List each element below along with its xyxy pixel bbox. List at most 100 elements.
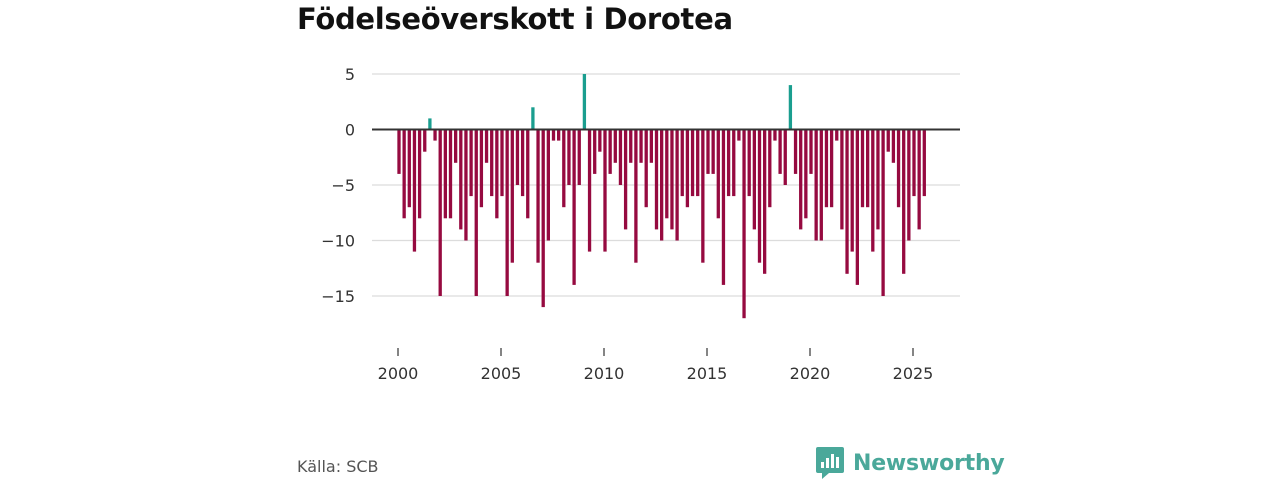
bar (577, 129, 581, 185)
bar (793, 129, 798, 174)
bar (448, 129, 453, 219)
bar (407, 129, 411, 208)
bar (557, 129, 561, 141)
bar (520, 129, 525, 197)
y-axis-ticks: 5 0 −5 −10 −15 (321, 65, 355, 306)
bar (505, 129, 509, 296)
bar (665, 129, 669, 219)
x-tick-label: 2015 (687, 364, 728, 383)
bar-chart: 5 0 −5 −10 −15 2000 2005 2010 2015 2020 2025 (321, 65, 960, 383)
bar (866, 129, 870, 208)
bar (829, 129, 834, 208)
bar (912, 129, 916, 197)
bar (788, 85, 793, 130)
bar (433, 129, 437, 141)
bar (618, 129, 623, 185)
bar (685, 129, 690, 208)
x-tick-label: 2010 (584, 364, 625, 383)
bar (397, 129, 401, 174)
bar (706, 129, 710, 174)
bar (752, 129, 756, 230)
bar (783, 129, 787, 185)
bar (711, 129, 715, 174)
bar (747, 129, 751, 197)
bar (634, 129, 638, 263)
bar (443, 129, 447, 219)
x-tick-label: 2025 (893, 364, 934, 383)
bar (412, 129, 417, 252)
bar (644, 129, 648, 208)
brand-name: Newsworthy (853, 450, 1005, 476)
bar (881, 129, 885, 296)
bar (809, 129, 813, 174)
bar (649, 129, 653, 163)
bar (768, 129, 772, 208)
bar (860, 129, 865, 208)
bar (716, 129, 720, 219)
bar (526, 129, 530, 219)
bar (546, 129, 550, 241)
bar (660, 129, 664, 241)
bar (917, 129, 921, 230)
bar (423, 129, 427, 152)
bar (773, 129, 777, 141)
y-tick-label: −15 (321, 287, 355, 306)
bar (835, 129, 839, 141)
bar (701, 129, 705, 263)
bar (536, 129, 540, 263)
bar (474, 129, 478, 296)
bar (598, 129, 602, 152)
x-tick-label: 2020 (790, 364, 831, 383)
bar (417, 129, 422, 219)
bar (804, 129, 808, 219)
bar (515, 129, 520, 185)
bar (814, 129, 818, 241)
chart-title: Födelseöverskott i Dorotea (297, 2, 733, 36)
bar (623, 129, 628, 230)
bar (876, 129, 880, 230)
bar (572, 129, 576, 285)
bar (680, 129, 684, 197)
bar (871, 129, 875, 252)
bar (778, 129, 782, 174)
bar (840, 129, 844, 230)
bar (732, 129, 736, 197)
bar (855, 129, 859, 285)
y-tick-label: 0 (345, 121, 355, 140)
bar (531, 107, 535, 130)
bar (907, 129, 911, 241)
bar (551, 129, 556, 141)
bar (593, 129, 597, 174)
source-note: Källa: SCB (297, 457, 379, 476)
bar (896, 129, 901, 208)
bars (397, 74, 926, 319)
bar (562, 129, 566, 208)
bar (726, 129, 731, 197)
bar (495, 129, 499, 219)
bar (490, 129, 494, 197)
bar (428, 118, 432, 130)
bar (639, 129, 643, 163)
bar (670, 129, 674, 230)
bar (891, 129, 896, 163)
bar (902, 129, 906, 274)
bar (500, 129, 504, 197)
bar (454, 129, 458, 163)
bar (763, 129, 767, 274)
bar (757, 129, 762, 263)
bar (438, 129, 442, 296)
bar (690, 129, 695, 197)
bar (629, 129, 633, 163)
bar (742, 129, 746, 319)
bar (696, 129, 700, 197)
bar (464, 129, 468, 241)
bar (541, 129, 545, 308)
bar (603, 129, 607, 252)
bar (484, 129, 489, 163)
bar (845, 129, 849, 274)
newsworthy-brand[interactable]: Newsworthy (815, 446, 1005, 480)
bar (608, 129, 612, 174)
x-tick-label: 2000 (378, 364, 419, 383)
bar (613, 129, 617, 163)
y-tick-label: 5 (345, 65, 355, 84)
